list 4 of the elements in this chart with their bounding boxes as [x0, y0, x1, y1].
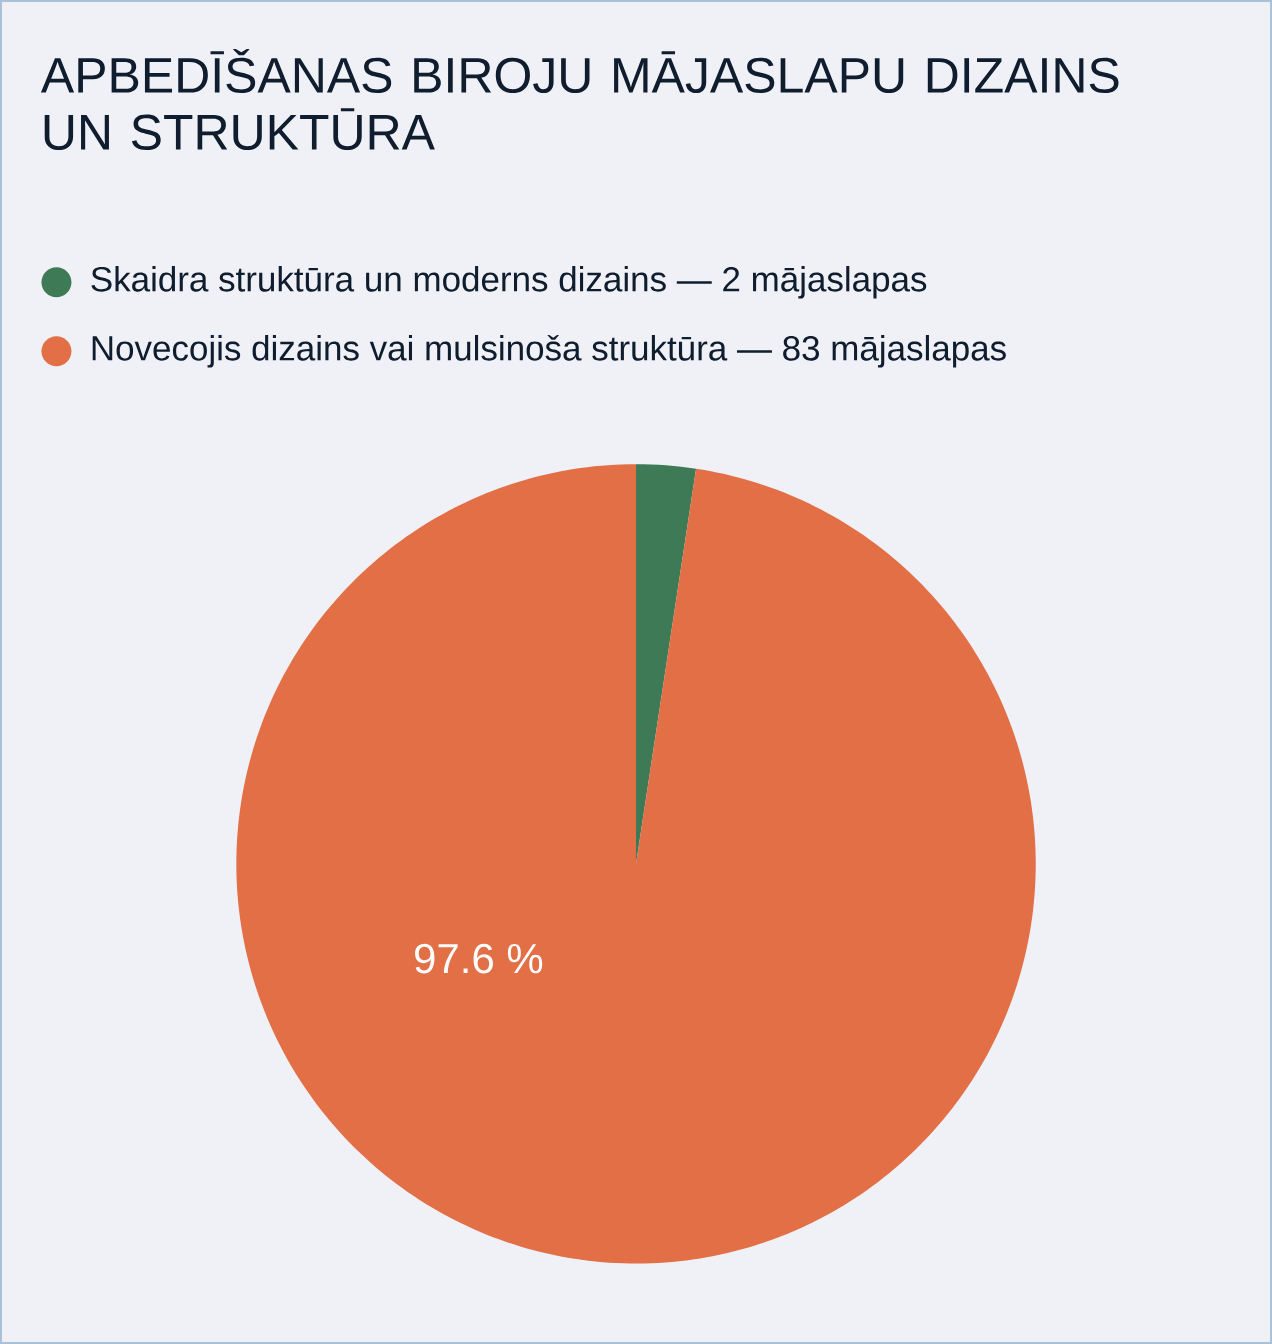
- chart-title: APBEDĪŠANAS BIROJU MĀJASLAPU DIZAINS UN STRUKTŪRA: [40, 48, 1119, 150]
- legend-label: Novecojis dizains vai mulsinoša struktūra — 83 mājaslapas: [92, 334, 1006, 368]
- legend-label: Skaidra struktūra un moderns dizains — 2 mājaslapas: [91, 265, 927, 299]
- data-label: 97.6 %: [415, 943, 543, 974]
